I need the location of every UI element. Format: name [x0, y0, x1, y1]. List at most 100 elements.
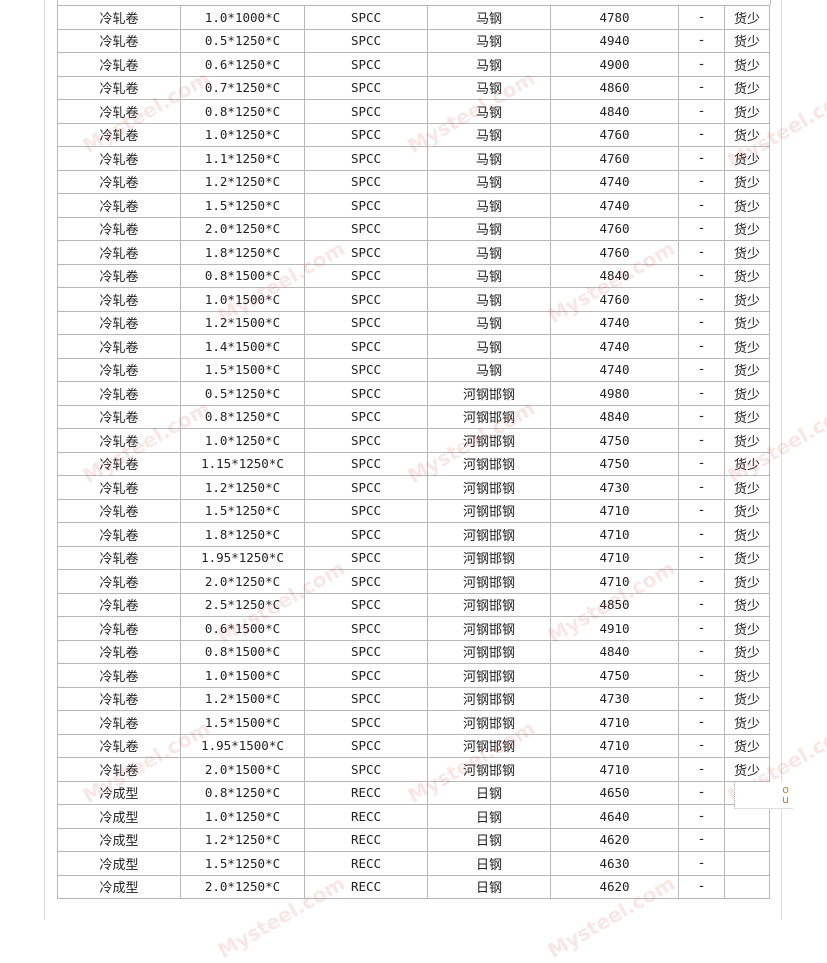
- cell-change: -: [678, 428, 725, 453]
- table-row: 冷轧卷 2.5*1250*C SPCC 河钢邯钢 4850- 货少: [57, 592, 770, 617]
- cell-material: SPCC: [304, 475, 428, 500]
- cell-material: SPCC: [304, 75, 428, 100]
- cell-material: SPCC: [304, 592, 428, 617]
- cell-material: RECC: [304, 827, 428, 852]
- cell-spec: 2.0*1250*C: [180, 569, 305, 594]
- table-row: 冷轧卷 1.0*1500*C SPCC 马钢 4760- 货少: [57, 287, 770, 312]
- cell-mill: 河钢邯钢: [427, 545, 551, 570]
- cell-mill: 河钢邯钢: [427, 404, 551, 429]
- cell-material: SPCC: [304, 357, 428, 382]
- cell-price: 4740: [550, 193, 679, 218]
- cell-product: 冷轧卷: [57, 52, 181, 77]
- cell-mill: 河钢邯钢: [427, 522, 551, 547]
- cell-price: 4730: [550, 686, 679, 711]
- cell-product: 冷轧卷: [57, 75, 181, 100]
- cell-product: 冷轧卷: [57, 146, 181, 171]
- table-row: 冷轧卷 0.6*1250*C SPCC 马钢 4900- 货少: [57, 52, 770, 77]
- cell-remark: 货少: [724, 733, 770, 758]
- table-row: 冷轧卷 1.2*1250*C SPCC 马钢 4740- 货少: [57, 169, 770, 194]
- cell-material: SPCC: [304, 287, 428, 312]
- side-float-widget[interactable]: o u: [734, 782, 793, 809]
- cell-mill: 河钢邯钢: [427, 757, 551, 782]
- cell-mill: 马钢: [427, 263, 551, 288]
- cell-mill: 河钢邯钢: [427, 616, 551, 641]
- cell-product: 冷轧卷: [57, 334, 181, 359]
- cell-mill: 日钢: [427, 827, 551, 852]
- table-row: 冷轧卷 1.0*1250*C SPCC 河钢邯钢 4750- 货少: [57, 428, 770, 453]
- table-row: 冷轧卷 1.2*1250*C SPCC 河钢邯钢 4730- 货少: [57, 475, 770, 500]
- cell-mill: 马钢: [427, 99, 551, 124]
- table-row: 冷轧卷 1.5*1500*C SPCC 马钢 4740- 货少: [57, 357, 770, 382]
- table-row: 冷成型 1.2*1250*C RECC 日钢 4620-: [57, 827, 770, 852]
- page-left-border: [44, 0, 45, 920]
- cell-change: -: [678, 146, 725, 171]
- cell-mill: 马钢: [427, 75, 551, 100]
- table-row: 冷轧卷 2.0*1250*C SPCC 河钢邯钢 4710- 货少: [57, 569, 770, 594]
- cell-price: 4740: [550, 169, 679, 194]
- cell-price: 4750: [550, 451, 679, 476]
- cell-remark: 货少: [724, 451, 770, 476]
- cell-remark: 货少: [724, 663, 770, 688]
- cell-remark: 货少: [724, 5, 770, 30]
- cell-remark: 货少: [724, 216, 770, 241]
- cell-price: 4740: [550, 334, 679, 359]
- cell-price: 4760: [550, 287, 679, 312]
- cell-material: RECC: [304, 851, 428, 876]
- cell-material: RECC: [304, 804, 428, 829]
- cell-mill: 马钢: [427, 169, 551, 194]
- table-row: 冷轧卷 1.5*1250*C SPCC 河钢邯钢 4710- 货少: [57, 498, 770, 523]
- cell-product: 冷轧卷: [57, 5, 181, 30]
- cell-price: 4630: [550, 851, 679, 876]
- cell-mill: 马钢: [427, 5, 551, 30]
- cell-mill: 马钢: [427, 193, 551, 218]
- cell-material: SPCC: [304, 193, 428, 218]
- cell-material: SPCC: [304, 5, 428, 30]
- cell-spec: 1.0*1000*C: [180, 5, 305, 30]
- table-row: 冷轧卷 0.7*1250*C SPCC 马钢 4860- 货少: [57, 75, 770, 100]
- cell-price: 4840: [550, 99, 679, 124]
- table-row: 冷轧卷 1.5*1500*C SPCC 河钢邯钢 4710- 货少: [57, 710, 770, 735]
- cell-material: SPCC: [304, 146, 428, 171]
- cell-price: 4710: [550, 522, 679, 547]
- cell-spec: 1.95*1250*C: [180, 545, 305, 570]
- cell-spec: 0.7*1250*C: [180, 75, 305, 100]
- cell-remark: 货少: [724, 357, 770, 382]
- cell-spec: 1.0*1500*C: [180, 287, 305, 312]
- table-row: 冷轧卷 0.8*1500*C SPCC 马钢 4840- 货少: [57, 263, 770, 288]
- cell-price: 4620: [550, 874, 679, 899]
- cell-price: 4840: [550, 639, 679, 664]
- cell-remark: [724, 851, 770, 876]
- cell-spec: 1.2*1250*C: [180, 827, 305, 852]
- cell-mill: 河钢邯钢: [427, 498, 551, 523]
- cell-mill: 河钢邯钢: [427, 686, 551, 711]
- cell-product: 冷轧卷: [57, 28, 181, 53]
- cell-remark: 货少: [724, 686, 770, 711]
- cell-price: 4780: [550, 5, 679, 30]
- cell-product: 冷轧卷: [57, 710, 181, 735]
- cell-material: SPCC: [304, 663, 428, 688]
- cell-material: SPCC: [304, 263, 428, 288]
- cell-price: 4840: [550, 404, 679, 429]
- cell-mill: 河钢邯钢: [427, 569, 551, 594]
- cell-remark: 货少: [724, 616, 770, 641]
- cell-mill: 马钢: [427, 122, 551, 147]
- widget-glyph: u: [782, 793, 789, 806]
- cell-material: SPCC: [304, 639, 428, 664]
- cell-change: -: [678, 522, 725, 547]
- cell-change: -: [678, 381, 725, 406]
- cell-change: -: [678, 569, 725, 594]
- table-row: 冷轧卷 1.15*1250*C SPCC 河钢邯钢 4750- 货少: [57, 451, 770, 476]
- cell-remark: 货少: [724, 522, 770, 547]
- cell-change: -: [678, 193, 725, 218]
- cell-spec: 1.5*1500*C: [180, 357, 305, 382]
- cell-change: -: [678, 287, 725, 312]
- cell-material: SPCC: [304, 569, 428, 594]
- cell-change: -: [678, 710, 725, 735]
- cell-material: RECC: [304, 874, 428, 899]
- cell-remark: 货少: [724, 404, 770, 429]
- cell-change: -: [678, 99, 725, 124]
- cell-remark: 货少: [724, 169, 770, 194]
- cell-product: 冷轧卷: [57, 592, 181, 617]
- cell-mill: 河钢邯钢: [427, 475, 551, 500]
- cell-remark: 货少: [724, 710, 770, 735]
